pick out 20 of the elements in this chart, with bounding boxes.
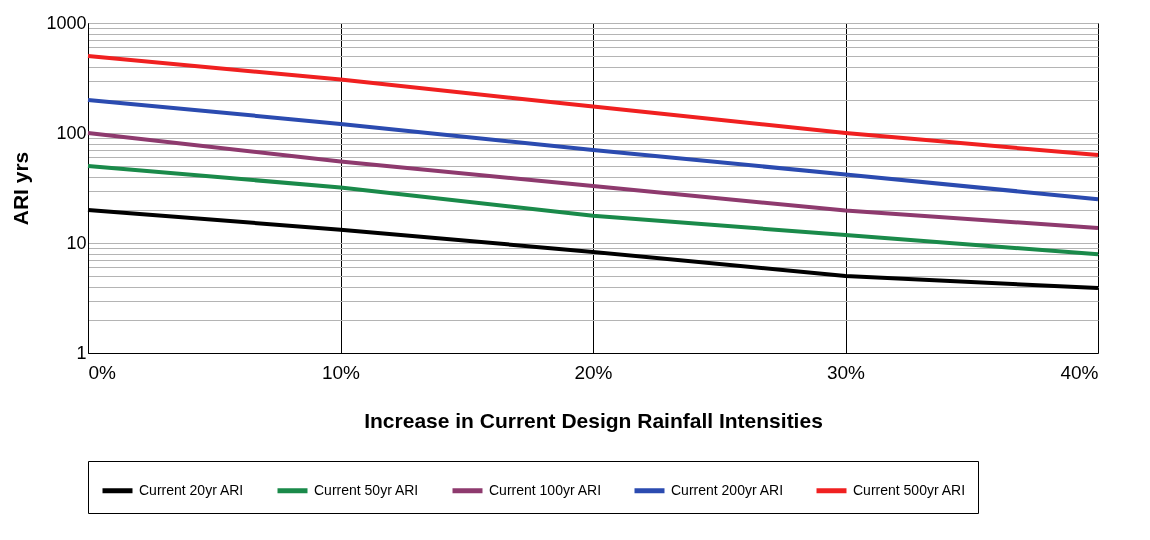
x-tick-label: 20%: [574, 361, 613, 383]
y-tick-label: 1000: [46, 12, 87, 33]
x-axis-title: Increase in Current Design Rainfall Intensities: [364, 408, 823, 432]
x-tick-label: 30%: [826, 361, 866, 383]
x-tick-label: 0%: [88, 361, 117, 383]
x-tick-label: 40%: [1060, 361, 1099, 383]
legend-label: Current 100yr ARI: [489, 481, 602, 498]
legend-label: Current 200yr ARI: [671, 481, 784, 498]
y-tick-label: 100: [56, 122, 87, 143]
legend-label: Current 50yr ARI: [314, 481, 419, 498]
x-tick-label: 10%: [321, 361, 361, 383]
line-series: [86, 164, 1100, 257]
line-series: [86, 54, 1100, 158]
y-axis-title: ARI yrs: [9, 151, 33, 226]
legend-label: Current 20yr ARI: [139, 481, 244, 498]
y-tick-label: 1: [76, 342, 87, 363]
line-series: [86, 97, 1100, 202]
line-series: [86, 131, 1100, 230]
legend-label: Current 500yr ARI: [853, 481, 966, 498]
y-tick-label: 10: [66, 232, 87, 253]
